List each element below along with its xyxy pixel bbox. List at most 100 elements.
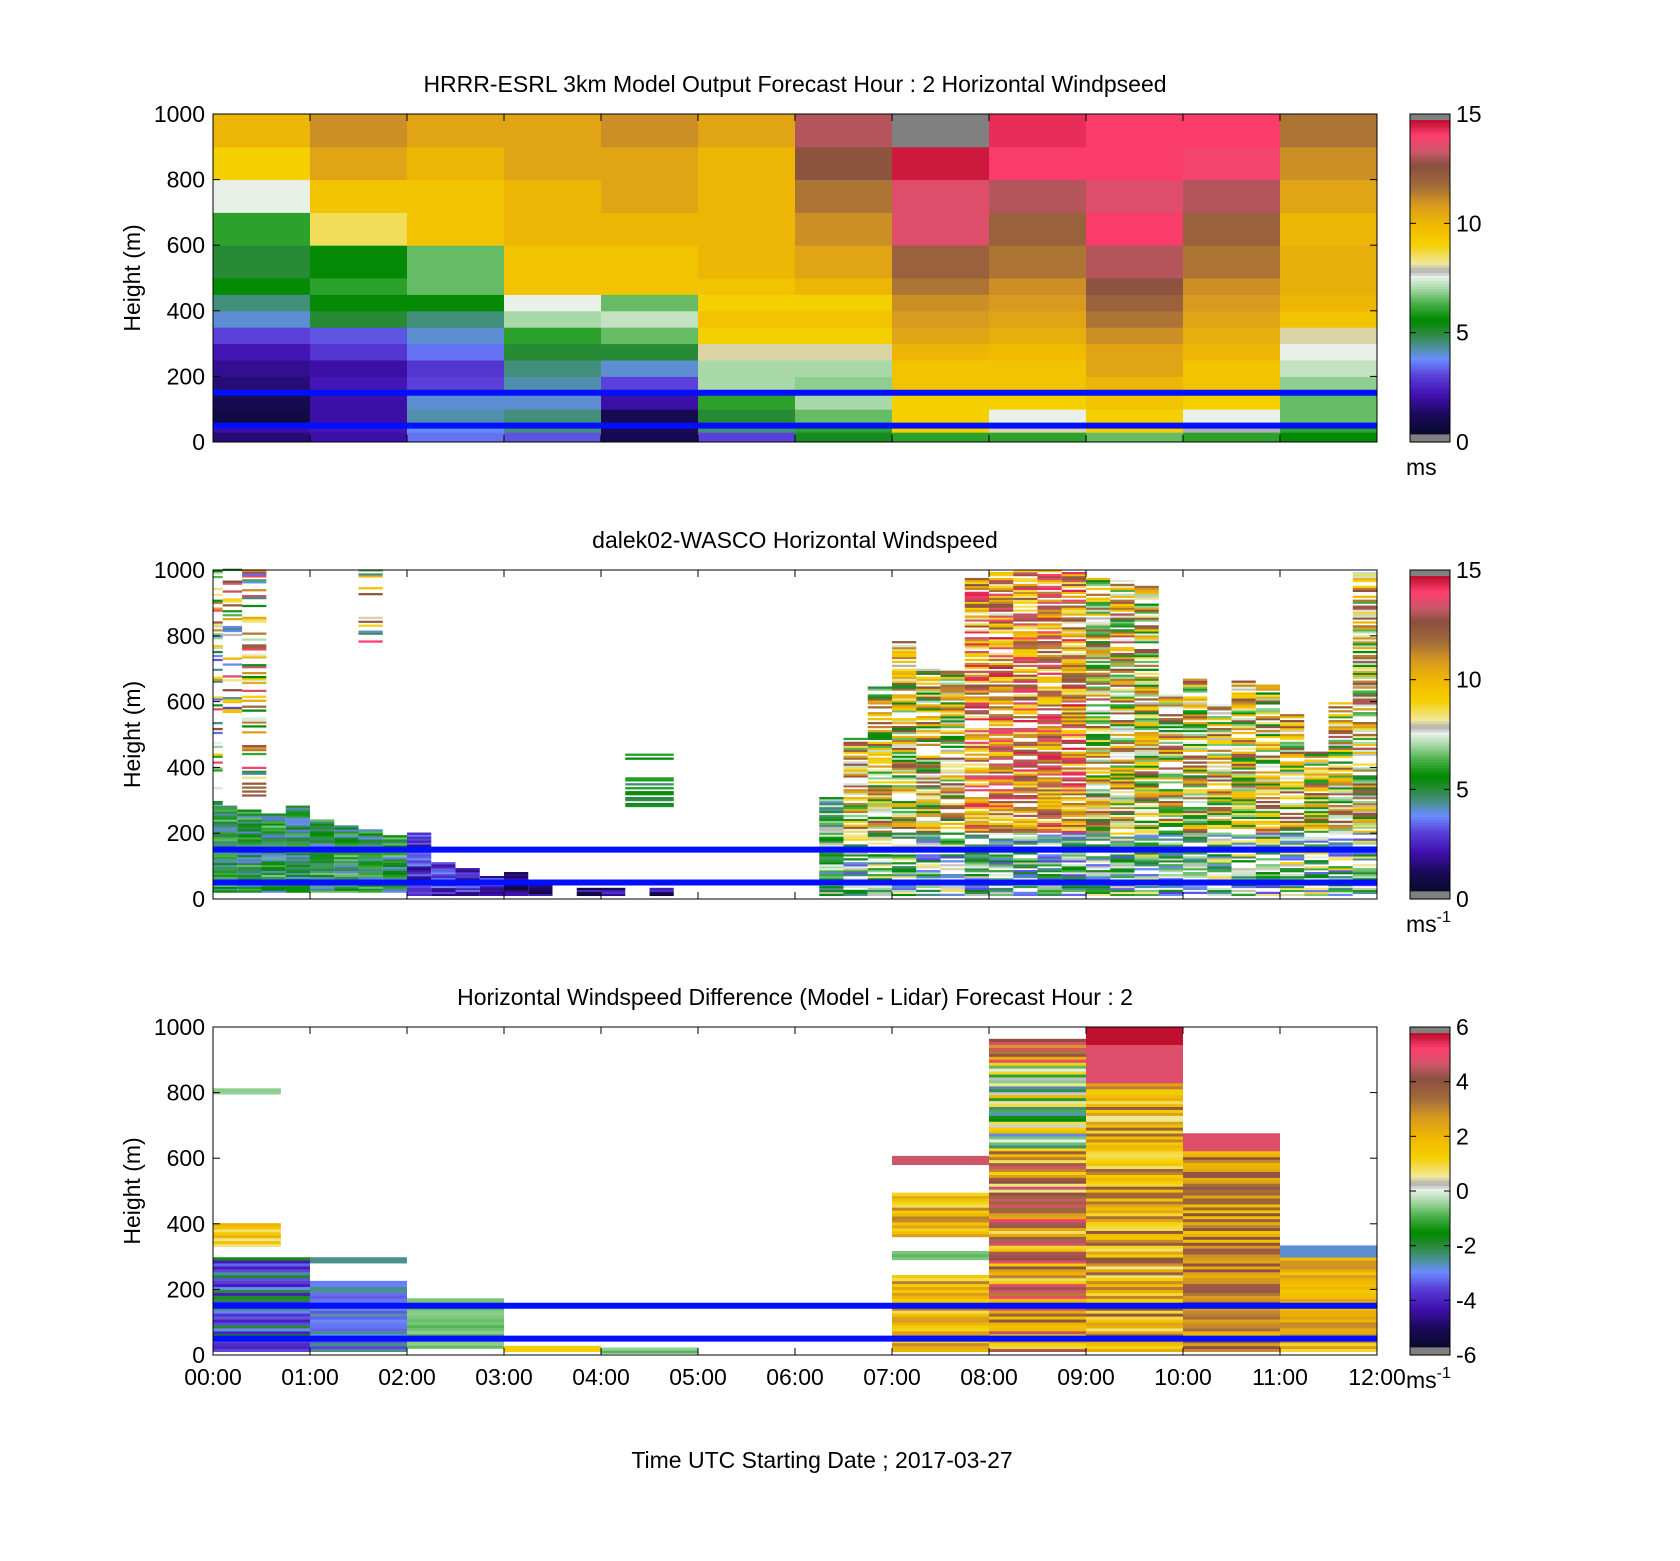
heatmap-strip: [1280, 783, 1305, 786]
heatmap-cell: [989, 327, 1087, 345]
heatmap-strip: [1255, 840, 1280, 843]
heatmap-strip: [892, 646, 917, 650]
colorbar-step: [1410, 1147, 1450, 1151]
heatmap-strip: [892, 741, 917, 745]
heatmap-strip: [1061, 806, 1086, 810]
heatmap-strip: [213, 745, 223, 748]
colorbar-step: [1410, 1103, 1450, 1107]
heatmap-strip: [1037, 625, 1062, 628]
heatmap-cell: [892, 409, 990, 423]
heatmap-cell: [989, 278, 1087, 295]
colorbar-step: [1410, 882, 1450, 886]
heatmap-strip: [358, 856, 383, 860]
heatmap-strip: [989, 1195, 1086, 1199]
heatmap-strip: [1061, 723, 1086, 727]
heatmap-strip: [1061, 629, 1086, 632]
heatmap-strip: [1183, 690, 1208, 693]
heatmap-strip: [989, 698, 1014, 701]
heatmap-cell: [213, 245, 311, 279]
heatmap-strip: [1110, 802, 1135, 806]
heatmap-strip: [989, 1053, 1086, 1057]
heatmap-strip: [1086, 769, 1111, 772]
heatmap-strip: [867, 808, 892, 812]
heatmap-strip: [819, 870, 844, 873]
heatmap-strip: [892, 672, 917, 675]
heatmap-strip: [989, 645, 1014, 648]
heatmap-strip: [916, 718, 941, 721]
heatmap-strip: [1352, 692, 1377, 695]
heatmap-strip: [1183, 729, 1208, 733]
heatmap-strip: [1061, 763, 1086, 766]
heatmap-strip: [843, 885, 868, 889]
heatmap-strip: [1134, 875, 1159, 879]
heatmap-strip: [334, 884, 359, 887]
heatmap-strip: [1183, 761, 1208, 764]
heatmap-strip: [479, 891, 504, 895]
heatmap-cell: [989, 376, 1087, 394]
heatmap-strip: [964, 804, 989, 808]
heatmap-strip: [1013, 619, 1038, 622]
heatmap-strip: [1134, 800, 1159, 804]
heatmap-strip: [1086, 1121, 1183, 1125]
heatmap-strip: [964, 798, 989, 802]
heatmap-strip: [843, 749, 868, 752]
heatmap-strip: [989, 595, 1014, 598]
colorbar-step: [1410, 1226, 1450, 1230]
heatmap-strip: [407, 1313, 504, 1317]
heatmap-strip: [213, 872, 238, 875]
heatmap-strip: [989, 1230, 1086, 1234]
heatmap-strip: [382, 868, 407, 872]
heatmap-cell: [213, 409, 311, 423]
heatmap-strip: [1207, 860, 1232, 863]
heatmap-strip: [940, 674, 965, 677]
heatmap-strip: [1255, 698, 1280, 701]
heatmap-strip: [213, 727, 223, 731]
heatmap-strip: [1352, 856, 1377, 859]
colorbar-frame: [1409, 569, 1451, 900]
heatmap-strip: [213, 813, 238, 816]
heatmap-strip: [1086, 1165, 1183, 1169]
heatmap-strip: [892, 1289, 989, 1293]
heatmap-strip: [940, 893, 965, 897]
heatmap-strip: [1134, 633, 1159, 636]
heatmap-cell: [795, 392, 893, 410]
heatmap-strip: [1086, 1254, 1183, 1258]
heatmap-strip: [989, 623, 1014, 626]
heatmap-strip: [1158, 781, 1183, 784]
heatmap-strip: [989, 1139, 1086, 1143]
heatmap-strip: [1013, 820, 1038, 823]
heatmap-strip: [407, 834, 432, 837]
heatmap-strip: [1231, 725, 1256, 729]
heatmap-strip: [843, 810, 868, 814]
heatmap-strip: [1086, 1115, 1183, 1119]
heatmap-strip: [916, 802, 941, 806]
heatmap-strip: [1086, 856, 1111, 859]
heatmap-strip: [1231, 775, 1256, 778]
heatmap-strip: [916, 806, 941, 810]
colorbar-step: [1410, 718, 1450, 722]
heatmap-strip: [1086, 1251, 1183, 1255]
colorbar-step: [1410, 687, 1450, 692]
heatmap-strip: [1110, 824, 1135, 827]
colorbar-step: [1410, 1133, 1450, 1137]
heatmap-cell: [310, 360, 408, 377]
heatmap-cell: [407, 212, 505, 246]
heatmap-strip: [1158, 747, 1183, 750]
heatmap-strip: [1061, 617, 1086, 620]
heatmap-strip: [940, 889, 965, 893]
colorbar-step: [1410, 1136, 1450, 1140]
heatmap-strip: [989, 678, 1014, 681]
heatmap-strip: [1255, 797, 1280, 800]
heatmap-strip: [1134, 755, 1159, 758]
heatmap-strip: [1183, 818, 1208, 821]
heatmap-cell: [795, 432, 893, 443]
heatmap-strip: [1037, 741, 1062, 745]
heatmap-strip: [285, 852, 310, 856]
heatmap-strip: [1061, 635, 1086, 638]
heatmap-strip: [989, 769, 1014, 772]
heatmap-strip: [1134, 639, 1159, 642]
heatmap-strip: [1158, 870, 1183, 873]
heatmap-strip: [989, 1177, 1086, 1181]
heatmap-strip: [222, 700, 243, 704]
heatmap-strip: [843, 793, 868, 796]
